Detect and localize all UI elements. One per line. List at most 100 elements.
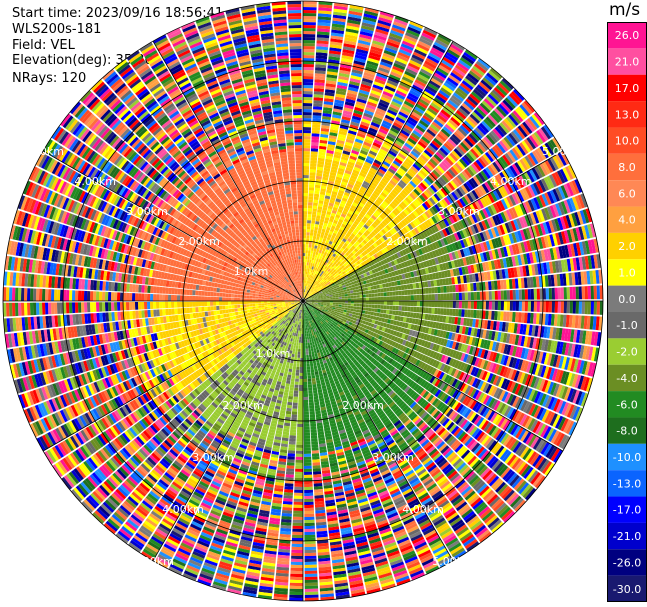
ppi-gate xyxy=(377,19,392,27)
ppi-gate xyxy=(346,92,357,98)
ppi-gate xyxy=(332,111,342,116)
ppi-gate xyxy=(345,31,359,37)
ppi-gate xyxy=(398,295,403,301)
ppi-gate xyxy=(354,138,364,144)
ppi-gate xyxy=(304,271,306,275)
ppi-gate xyxy=(333,219,338,225)
ppi-gate xyxy=(316,34,330,39)
ppi-gate xyxy=(362,77,373,84)
ppi-gate xyxy=(314,184,321,189)
ppi-gate xyxy=(512,301,517,311)
ppi-gate xyxy=(335,176,343,181)
ppi-gate xyxy=(374,289,378,293)
ppi-gate xyxy=(324,198,330,203)
ppi-gate xyxy=(316,169,323,174)
ppi-gate xyxy=(365,294,369,298)
ppi-gate xyxy=(316,233,321,238)
ppi-gate xyxy=(343,147,352,153)
ppi-gate xyxy=(317,163,324,168)
ppi-gate xyxy=(304,265,307,269)
ppi-gate xyxy=(566,301,570,314)
ppi-gate xyxy=(347,296,351,299)
ppi-gate xyxy=(303,295,305,299)
ppi-gate xyxy=(311,257,315,261)
ppi-gate xyxy=(428,287,432,294)
ppi-gate xyxy=(308,265,311,269)
ppi-gate xyxy=(332,295,336,298)
ppi-gate xyxy=(341,58,353,63)
ppi-gate xyxy=(364,109,374,116)
ppi-gate xyxy=(349,287,353,291)
ppi-gate xyxy=(332,302,336,305)
ppi-gate xyxy=(404,306,408,312)
ppi-gate xyxy=(347,308,351,311)
ppi-gate xyxy=(455,284,459,293)
ppi-gate xyxy=(309,235,313,239)
ppi-gate xyxy=(390,71,402,79)
ppi-gate xyxy=(397,285,402,291)
ppi-gate xyxy=(311,136,320,140)
ppi-gate xyxy=(313,199,319,204)
ppi-gate xyxy=(364,7,379,14)
ppi-gate xyxy=(317,16,332,21)
ppi-gate xyxy=(303,118,312,122)
ppi-gate xyxy=(354,106,364,113)
ppi-gate xyxy=(326,226,331,231)
ppi-gate xyxy=(308,277,311,281)
ppi-gate xyxy=(341,305,345,308)
ppi-gate xyxy=(377,301,381,305)
ppi-gate xyxy=(470,309,474,318)
ppi-gate xyxy=(303,291,304,295)
ppi-gate xyxy=(338,292,342,296)
ppi-gate xyxy=(392,24,406,32)
ppi-gate xyxy=(351,115,362,121)
ppi-gate xyxy=(506,290,510,300)
ppi-gate xyxy=(315,55,328,60)
ppi-gate xyxy=(303,136,311,140)
ppi-gate xyxy=(416,301,421,307)
ppi-gate xyxy=(326,303,330,306)
ppi-gate xyxy=(339,161,347,167)
ppi-gate xyxy=(338,296,342,299)
ppi-gate xyxy=(325,83,336,88)
ppi-gate xyxy=(306,226,311,230)
ppi-gate xyxy=(303,52,315,56)
ppi-gate xyxy=(383,49,397,57)
ppi-gate xyxy=(331,193,337,199)
ppi-gate xyxy=(386,291,390,297)
ppi-gate xyxy=(352,311,356,315)
ppi-gate xyxy=(383,88,395,95)
ppi-gate xyxy=(485,291,489,300)
ppi-gate xyxy=(503,301,508,311)
ppi-gate xyxy=(343,43,356,49)
ppi-gate xyxy=(371,289,375,294)
ppi-gate xyxy=(391,68,403,76)
ppi-gate xyxy=(355,286,359,290)
ppi-gate xyxy=(304,289,306,293)
ppi-gate xyxy=(512,289,516,300)
ppi-gate xyxy=(303,286,305,290)
ppi-gate xyxy=(365,135,374,142)
ppi-gate xyxy=(353,298,357,301)
ppi-gate xyxy=(488,310,492,320)
ppi-gate xyxy=(530,288,534,300)
ppi-gate xyxy=(311,272,314,276)
ppi-gate xyxy=(314,79,325,84)
ppi-gate xyxy=(581,286,585,300)
ppi-gate xyxy=(401,290,405,296)
ppi-gate xyxy=(327,233,332,238)
ppi-gate xyxy=(329,297,333,300)
ppi-gate xyxy=(346,186,353,192)
ppi-gate xyxy=(303,9,317,14)
ppi-gate xyxy=(488,291,492,300)
ppi-gate xyxy=(319,136,328,141)
ppi-gate xyxy=(321,250,325,255)
ppi-gate xyxy=(305,286,307,290)
ppi-gate xyxy=(303,174,309,179)
ppi-gate xyxy=(394,60,407,68)
ppi-gate xyxy=(410,301,415,307)
ppi-gate xyxy=(365,63,378,70)
ppi-gate xyxy=(392,21,407,29)
ppi-gates xyxy=(2,0,604,602)
ppi-gate xyxy=(385,82,397,90)
